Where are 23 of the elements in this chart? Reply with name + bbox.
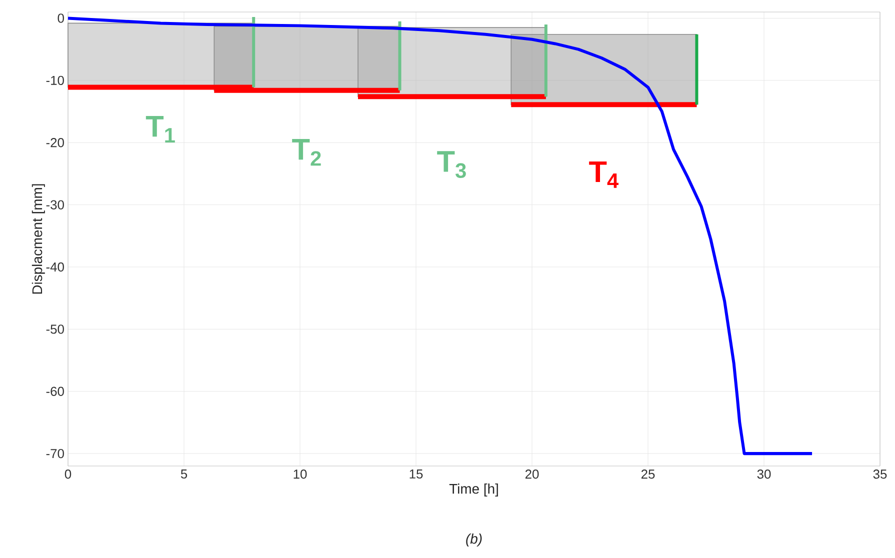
y-axis-title: Displacment [mm] (32, 184, 45, 294)
x-axis-title: Time [h] (449, 484, 498, 497)
annotation: T$_{3}$ (437, 151, 466, 178)
y-tick-label: -70 (46, 448, 64, 458)
y-tick-label: -20 (46, 138, 64, 148)
x-tick-label: 20 (525, 470, 539, 479)
y-tick-label: -30 (46, 200, 64, 210)
x-tick-label: 35 (873, 470, 887, 479)
text: (b) (466, 534, 482, 546)
y-tick-label: 0 (58, 14, 64, 23)
y-tick-label: -40 (46, 262, 64, 272)
annotation: T$_{2}$ (292, 139, 321, 166)
x-tick-label: 30 (757, 470, 771, 479)
x-tick-label: 10 (294, 470, 307, 479)
annotation: T$_{4}$ (589, 161, 618, 188)
y-tick-label: -60 (46, 386, 64, 396)
y-tick-label: -50 (46, 324, 64, 334)
x-tick-label: 0 (64, 470, 72, 479)
x-tick-label: 25 (641, 470, 655, 479)
x-tick-label: 15 (410, 470, 423, 479)
x-tick-label: 5 (180, 470, 188, 479)
y-tick-label: -10 (46, 76, 64, 85)
annotation: T$_{1}$ (146, 116, 175, 142)
